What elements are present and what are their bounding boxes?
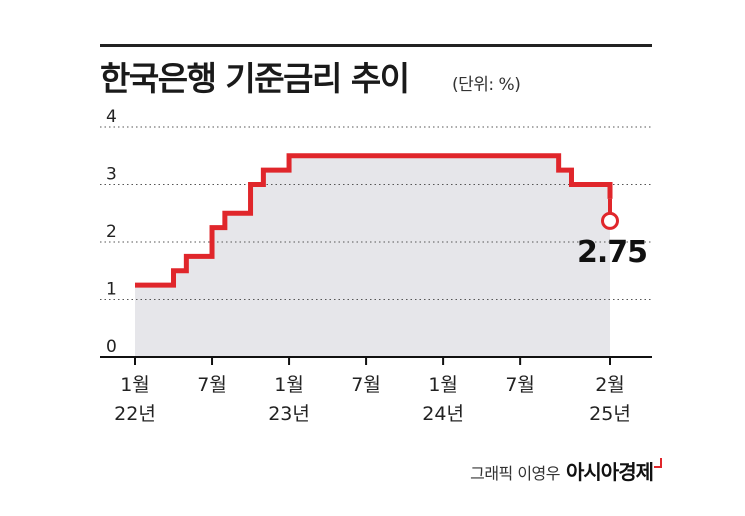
x-tick-label: 23년 [268, 403, 310, 425]
y-tick-label: 3 [106, 165, 117, 185]
x-tick-label: 1월 [428, 374, 458, 396]
end-point-marker [601, 211, 619, 230]
x-tick-label: 7월 [351, 374, 381, 396]
y-tick-label: 2 [106, 222, 117, 242]
x-tick-label: 2월 [595, 374, 625, 396]
y-tick-label: 1 [106, 280, 117, 300]
brand-mark-icon [654, 458, 662, 468]
x-tick-label: 25년 [589, 403, 631, 425]
credit: 그래픽 이영우 아시아경제 [470, 456, 662, 485]
chart-title: 한국은행 기준금리 추이 [100, 59, 410, 98]
y-tick-label: 0 [106, 337, 117, 357]
x-tick-label: 1월 [274, 374, 304, 396]
brand-logo: 아시아경제 [566, 460, 654, 484]
x-tick-label: 22년 [114, 403, 156, 425]
unit-label: (단위: %) [452, 75, 521, 95]
data-label-current: 2.75 [577, 235, 647, 270]
x-tick-label: 7월 [505, 374, 535, 396]
x-tick-label: 1월 [120, 374, 150, 396]
rate-line [135, 153, 613, 288]
area-fill [135, 155, 610, 357]
x-tick-label: 7월 [197, 374, 227, 396]
credit-author: 그래픽 이영우 [470, 464, 560, 483]
y-tick-label: 4 [106, 107, 117, 127]
title-rule [100, 44, 652, 47]
x-tick-label: 24년 [422, 403, 464, 425]
